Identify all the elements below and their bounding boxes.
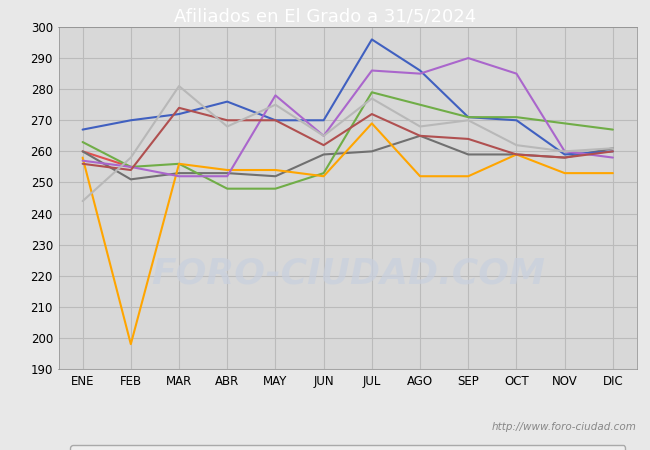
Legend: 2024, 2023, 2022, 2021, 2020, 2019, 2018, 2017: 2024, 2023, 2022, 2021, 2020, 2019, 2018… <box>70 446 625 450</box>
Text: Afiliados en El Grado a 31/5/2024: Afiliados en El Grado a 31/5/2024 <box>174 7 476 25</box>
Text: http://www.foro-ciudad.com: http://www.foro-ciudad.com <box>492 422 637 432</box>
Text: FORO-CIUDAD.COM: FORO-CIUDAD.COM <box>151 256 545 290</box>
